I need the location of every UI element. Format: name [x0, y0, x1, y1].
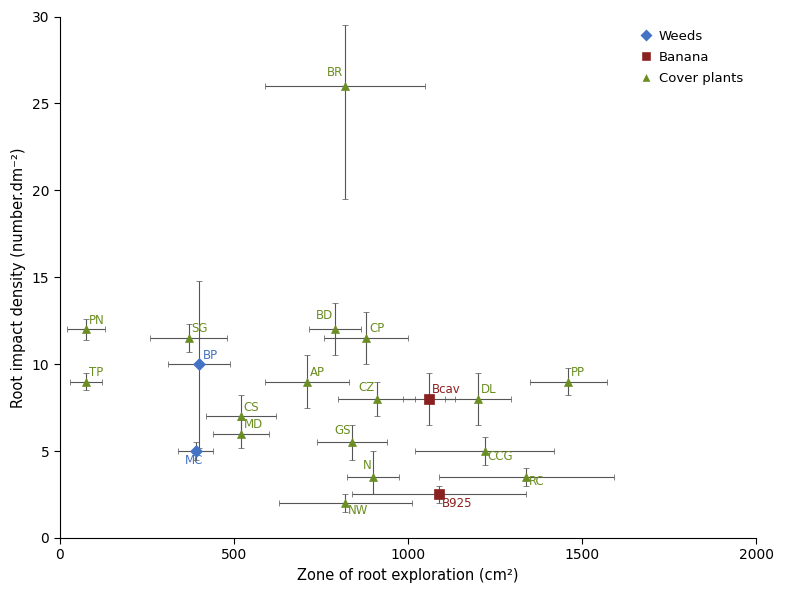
Text: NW: NW — [348, 504, 368, 517]
Text: N: N — [363, 459, 371, 472]
Text: BR: BR — [327, 66, 344, 79]
Text: AP: AP — [310, 366, 325, 379]
Text: B925: B925 — [442, 497, 473, 510]
Text: CP: CP — [369, 323, 385, 336]
Text: CS: CS — [243, 401, 259, 413]
X-axis label: Zone of root exploration (cm²): Zone of root exploration (cm²) — [298, 568, 519, 583]
Text: RC: RC — [529, 475, 545, 488]
Text: SG: SG — [192, 323, 208, 336]
Text: MC: MC — [185, 454, 203, 467]
Text: CZ: CZ — [359, 381, 375, 394]
Y-axis label: Root impact density (number.dm⁻²): Root impact density (number.dm⁻²) — [11, 147, 26, 407]
Text: CCG: CCG — [487, 450, 513, 463]
Text: PP: PP — [571, 366, 585, 379]
Text: BP: BP — [203, 349, 217, 362]
Text: MD: MD — [243, 418, 263, 431]
Text: TP: TP — [89, 366, 103, 379]
Text: PN: PN — [89, 314, 104, 327]
Text: Bcav: Bcav — [432, 383, 461, 396]
Text: DL: DL — [480, 383, 496, 396]
Text: BD: BD — [316, 309, 333, 323]
Text: GS: GS — [334, 424, 351, 437]
Legend: Weeds, Banana, Cover plants: Weeds, Banana, Cover plants — [633, 23, 750, 91]
